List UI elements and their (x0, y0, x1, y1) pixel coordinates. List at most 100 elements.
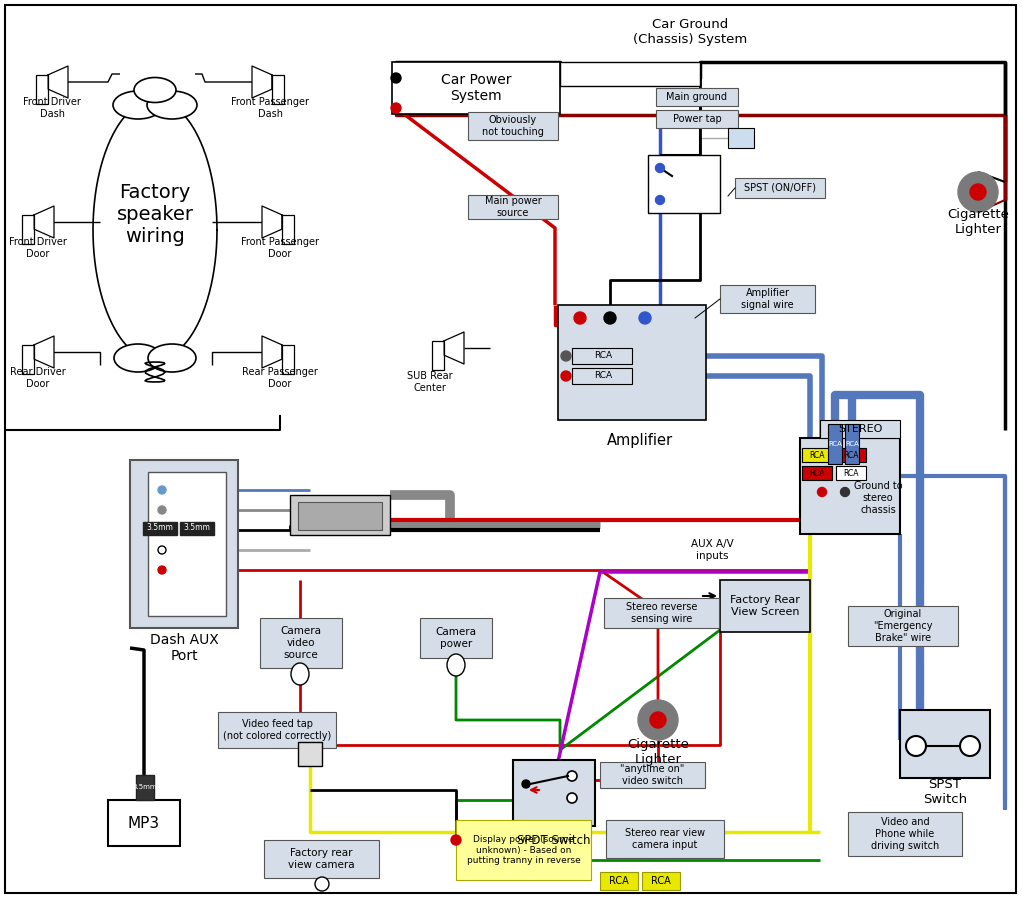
Polygon shape (445, 332, 464, 364)
FancyBboxPatch shape (800, 438, 900, 534)
Circle shape (158, 566, 166, 574)
Polygon shape (262, 206, 282, 238)
FancyBboxPatch shape (392, 62, 560, 114)
Text: RCA: RCA (828, 441, 842, 447)
Text: RCA: RCA (594, 352, 612, 360)
Ellipse shape (114, 344, 162, 372)
Circle shape (970, 184, 986, 200)
FancyBboxPatch shape (600, 872, 638, 890)
FancyBboxPatch shape (290, 495, 390, 535)
FancyBboxPatch shape (802, 466, 832, 480)
Circle shape (391, 103, 401, 113)
Text: Rear Passenger
Door: Rear Passenger Door (242, 367, 318, 388)
FancyBboxPatch shape (468, 195, 558, 219)
Ellipse shape (291, 663, 309, 685)
Text: Display power (source
unknown) - Based on
putting tranny in reverse: Display power (source unknown) - Based o… (467, 835, 580, 865)
Ellipse shape (134, 77, 176, 102)
FancyBboxPatch shape (656, 88, 738, 106)
Polygon shape (252, 66, 272, 98)
FancyBboxPatch shape (282, 345, 294, 374)
Text: Front Driver
Door: Front Driver Door (9, 237, 66, 259)
Circle shape (567, 793, 577, 803)
Text: SPST (ON/OFF): SPST (ON/OFF) (744, 183, 816, 193)
Text: RCA: RCA (809, 450, 825, 459)
Text: RCA: RCA (594, 371, 612, 380)
Text: Factory Rear
View Screen: Factory Rear View Screen (730, 595, 800, 617)
FancyBboxPatch shape (836, 466, 866, 480)
Text: Factory
speaker
wiring: Factory speaker wiring (117, 183, 193, 246)
Text: Video feed tap
(not colored correctly): Video feed tap (not colored correctly) (223, 719, 331, 741)
Circle shape (960, 736, 980, 756)
Text: Cigarette
Lighter: Cigarette Lighter (947, 208, 1009, 236)
FancyBboxPatch shape (848, 812, 962, 856)
FancyBboxPatch shape (735, 178, 825, 198)
Circle shape (818, 487, 827, 496)
FancyBboxPatch shape (108, 800, 180, 846)
FancyBboxPatch shape (836, 448, 866, 462)
Text: RCA: RCA (843, 450, 858, 459)
Circle shape (315, 877, 329, 891)
Text: 3.5mm: 3.5mm (146, 523, 174, 532)
Text: Power tap: Power tap (672, 114, 722, 124)
Circle shape (158, 546, 166, 554)
FancyBboxPatch shape (136, 775, 154, 800)
FancyBboxPatch shape (828, 424, 842, 464)
FancyBboxPatch shape (143, 522, 177, 535)
FancyBboxPatch shape (130, 460, 238, 628)
Text: SPDT Switch: SPDT Switch (517, 833, 591, 847)
Text: Rear Driver
Door: Rear Driver Door (10, 367, 65, 388)
Text: Video and
Phone while
driving switch: Video and Phone while driving switch (871, 817, 939, 850)
Circle shape (574, 312, 586, 324)
FancyBboxPatch shape (260, 618, 342, 668)
Circle shape (650, 712, 666, 728)
Text: RCA: RCA (609, 876, 629, 886)
Text: Factory rear
view camera: Factory rear view camera (288, 848, 355, 870)
Text: Front Passenger
Dash: Front Passenger Dash (231, 97, 309, 119)
FancyBboxPatch shape (848, 606, 958, 646)
FancyBboxPatch shape (600, 762, 705, 788)
FancyBboxPatch shape (604, 598, 719, 628)
Text: Obviously
not touching: Obviously not touching (482, 115, 544, 137)
Text: Amplifier: Amplifier (607, 432, 673, 448)
Text: Original
"Emergency
Brake" wire: Original "Emergency Brake" wire (873, 610, 933, 643)
Text: SPST
Switch: SPST Switch (923, 778, 967, 806)
FancyBboxPatch shape (22, 345, 34, 374)
Text: STEREO: STEREO (838, 424, 882, 434)
FancyBboxPatch shape (456, 820, 591, 880)
Text: RCA: RCA (809, 468, 825, 477)
FancyBboxPatch shape (900, 710, 990, 778)
FancyBboxPatch shape (218, 712, 336, 748)
Text: Stereo reverse
sensing wire: Stereo reverse sensing wire (625, 602, 697, 624)
Polygon shape (93, 100, 217, 360)
FancyBboxPatch shape (845, 424, 860, 464)
Text: AUX A/V
inputs: AUX A/V inputs (691, 539, 734, 561)
Circle shape (451, 835, 461, 845)
Text: RCA: RCA (845, 441, 858, 447)
FancyBboxPatch shape (282, 215, 294, 244)
Circle shape (561, 351, 571, 361)
Text: "anytime on"
video switch: "anytime on" video switch (620, 764, 685, 786)
FancyBboxPatch shape (22, 215, 34, 244)
FancyBboxPatch shape (264, 840, 379, 878)
Ellipse shape (113, 91, 162, 119)
FancyBboxPatch shape (513, 760, 595, 826)
Ellipse shape (447, 654, 465, 676)
Circle shape (158, 506, 166, 514)
FancyBboxPatch shape (298, 742, 322, 766)
Polygon shape (262, 336, 282, 368)
Text: Dash AUX
Port: Dash AUX Port (149, 633, 219, 663)
FancyBboxPatch shape (728, 128, 754, 148)
Circle shape (158, 546, 166, 554)
FancyBboxPatch shape (572, 368, 632, 384)
Text: Front Driver
Dash: Front Driver Dash (24, 97, 81, 119)
Text: Main ground: Main ground (666, 92, 728, 102)
FancyBboxPatch shape (432, 341, 445, 369)
Circle shape (567, 771, 577, 781)
Text: Amplifier
signal wire: Amplifier signal wire (741, 289, 794, 310)
Circle shape (638, 700, 678, 740)
Text: SUB Rear
Center: SUB Rear Center (407, 371, 453, 393)
FancyBboxPatch shape (420, 618, 492, 658)
FancyBboxPatch shape (656, 110, 738, 128)
FancyBboxPatch shape (572, 348, 632, 364)
Text: Front Passenger
Door: Front Passenger Door (241, 237, 319, 259)
